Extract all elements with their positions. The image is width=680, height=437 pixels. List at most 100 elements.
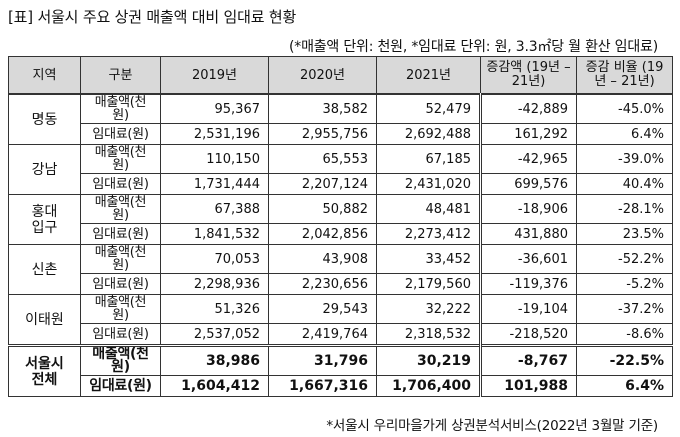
value-2019: 1,604,412: [160, 375, 269, 397]
table-row: 임대료(원) 2,537,052 2,419,764 2,318,532 -21…: [9, 323, 673, 346]
value-2020: 29,543: [268, 294, 377, 324]
value-2021: 2,273,412: [376, 223, 482, 245]
change-amount: 699,576: [480, 173, 577, 195]
change-rate: -8.6%: [576, 323, 673, 346]
region-seoul-total: 서울시 전체 매출액(천원) 38,986 31,796 30,219 -8,7…: [8, 344, 673, 397]
change-rate: 40.4%: [576, 173, 673, 195]
value-2021: 1,706,400: [376, 375, 482, 397]
category-label: 매출액(천원): [80, 344, 161, 376]
value-2020: 31,796: [268, 344, 377, 376]
value-2021: 67,185: [376, 144, 482, 174]
region-name: 이태원: [8, 294, 81, 346]
region-name: 서울시 전체: [8, 344, 81, 397]
category-label: 임대료(원): [80, 375, 161, 397]
region-name: 신촌: [8, 244, 81, 295]
change-rate: -22.5%: [576, 344, 673, 376]
table-row: 명동 매출액(천원) 95,367 38,582 52,479 -42,889 …: [8, 93, 673, 145]
value-2021: 2,431,020: [376, 173, 482, 195]
value-2019: 67,388: [160, 194, 269, 224]
value-2020: 43,908: [268, 244, 377, 274]
table-row: 임대료(원) 1,604,412 1,667,316 1,706,400 101…: [9, 375, 673, 397]
value-2021: 2,318,532: [376, 323, 482, 346]
change-rate: -39.0%: [576, 144, 673, 174]
header-change-rate: 증감 비율 (19년 – 21년): [576, 56, 673, 95]
table-row: 강남 매출액(천원) 110,150 65,553 67,185 -42,965…: [8, 144, 673, 195]
value-2020: 2,207,124: [268, 173, 377, 195]
header-2020: 2020년: [268, 56, 377, 95]
rent-sales-table: 지역 구분 2019년 2020년 2021년 증감액 (19년 – 21년) …: [8, 56, 673, 397]
header-2019: 2019년: [160, 56, 269, 95]
region-gangnam: 강남 매출액(천원) 110,150 65,553 67,185 -42,965…: [8, 144, 673, 195]
category-label: 임대료(원): [80, 273, 161, 295]
region-myeongdong: 명동 매출액(천원) 95,367 38,582 52,479 -42,889 …: [8, 93, 673, 145]
change-rate: -45.0%: [576, 93, 673, 124]
value-2020: 2,419,764: [268, 323, 377, 346]
category-label: 매출액(천원): [80, 244, 161, 274]
region-name: 명동: [8, 93, 81, 145]
category-label: 매출액(천원): [80, 144, 161, 174]
table-row: 홍대입구 매출액(천원) 67,388 50,882 48,481 -18,90…: [8, 194, 673, 245]
value-2020: 2,042,856: [268, 223, 377, 245]
change-amount: -42,889: [480, 93, 577, 124]
table-row: 신촌 매출액(천원) 70,053 43,908 33,452 -36,601 …: [8, 244, 673, 295]
value-2021: 30,219: [376, 344, 482, 376]
change-rate: -5.2%: [576, 273, 673, 295]
value-2020: 2,230,656: [268, 273, 377, 295]
change-amount: 431,880: [480, 223, 577, 245]
change-rate: -37.2%: [576, 294, 673, 324]
change-amount: -18,906: [480, 194, 577, 224]
value-2019: 110,150: [160, 144, 269, 174]
value-2019: 1,841,532: [160, 223, 269, 245]
value-2020: 50,882: [268, 194, 377, 224]
table-row: 임대료(원) 2,298,936 2,230,656 2,179,560 -11…: [9, 273, 673, 295]
header-row: 지역 구분 2019년 2020년 2021년 증감액 (19년 – 21년) …: [8, 56, 673, 95]
value-2019: 2,298,936: [160, 273, 269, 295]
value-2019: 51,326: [160, 294, 269, 324]
value-2020: 38,582: [268, 93, 377, 124]
value-2021: 32,222: [376, 294, 482, 324]
change-amount: 161,292: [480, 123, 577, 145]
region-itaewon: 이태원 매출액(천원) 51,326 29,543 32,222 -19,104…: [8, 294, 673, 346]
value-2019: 95,367: [160, 93, 269, 124]
category-label: 임대료(원): [80, 223, 161, 245]
header-2021: 2021년: [376, 56, 481, 95]
value-2021: 52,479: [376, 93, 482, 124]
region-name: 홍대입구: [8, 194, 81, 245]
table-row: 임대료(원) 2,531,196 2,955,756 2,692,488 161…: [9, 123, 673, 145]
category-label: 임대료(원): [80, 123, 161, 145]
change-rate: 6.4%: [576, 375, 673, 397]
category-label: 매출액(천원): [80, 194, 161, 224]
category-label: 임대료(원): [80, 323, 161, 346]
category-label: 매출액(천원): [80, 93, 161, 124]
category-label: 매출액(천원): [80, 294, 161, 324]
table-row: 서울시 전체 매출액(천원) 38,986 31,796 30,219 -8,7…: [8, 344, 673, 397]
value-2020: 1,667,316: [268, 375, 377, 397]
value-2019: 2,531,196: [160, 123, 269, 145]
change-amount: -8,767: [480, 344, 577, 376]
value-2021: 33,452: [376, 244, 482, 274]
change-rate: -28.1%: [576, 194, 673, 224]
value-2020: 2,955,756: [268, 123, 377, 145]
value-2019: 38,986: [160, 344, 269, 376]
table-row: 임대료(원) 1,731,444 2,207,124 2,431,020 699…: [9, 173, 673, 195]
change-rate: 6.4%: [576, 123, 673, 145]
change-amount: -42,965: [480, 144, 577, 174]
value-2020: 65,553: [268, 144, 377, 174]
region-name: 강남: [8, 144, 81, 195]
table-row: 이태원 매출액(천원) 51,326 29,543 32,222 -19,104…: [8, 294, 673, 346]
change-amount: -119,376: [480, 273, 577, 295]
value-2021: 2,179,560: [376, 273, 482, 295]
value-2019: 1,731,444: [160, 173, 269, 195]
source-footnote: *서울시 우리마을가게 상권분석서비스(2022년 3월말 기준): [326, 418, 658, 434]
value-2021: 48,481: [376, 194, 482, 224]
region-sinchon: 신촌 매출액(천원) 70,053 43,908 33,452 -36,601 …: [8, 244, 673, 295]
change-amount: -19,104: [480, 294, 577, 324]
change-amount: 101,988: [480, 375, 577, 397]
header-change-amount: 증감액 (19년 – 21년): [480, 56, 577, 95]
value-2021: 2,692,488: [376, 123, 482, 145]
value-2019: 70,053: [160, 244, 269, 274]
header-category: 구분: [80, 56, 161, 95]
header-region: 지역: [8, 56, 81, 95]
table-row: 임대료(원) 1,841,532 2,042,856 2,273,412 431…: [9, 223, 673, 245]
unit-note: (*매출액 단위: 천원, *임대료 단위: 원, 3.3㎡당 월 환산 임대료…: [289, 39, 658, 55]
